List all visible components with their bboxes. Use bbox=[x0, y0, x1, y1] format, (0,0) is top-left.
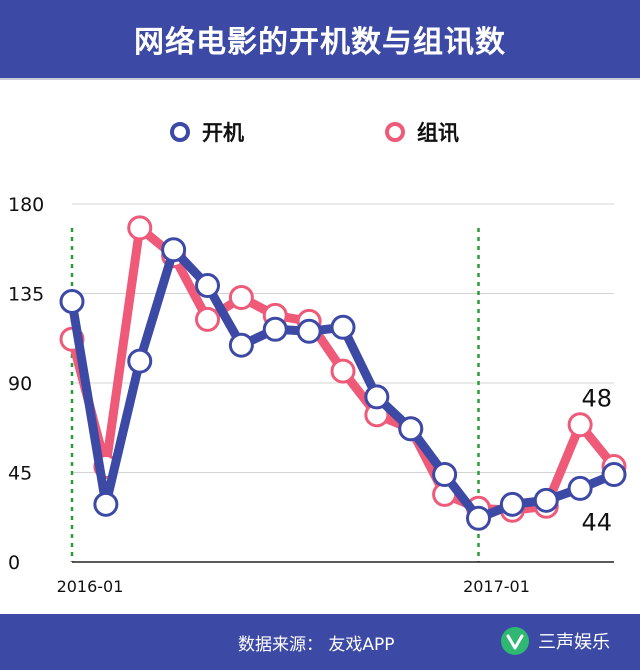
data-point-kaiji bbox=[296, 318, 322, 344]
series-layer bbox=[59, 215, 627, 531]
data-point-kaiji bbox=[398, 416, 424, 442]
y-tick-label: 90 bbox=[8, 373, 32, 395]
data-point-kaiji bbox=[364, 384, 390, 410]
data-point-kaiji bbox=[262, 316, 288, 342]
y-tick-label: 45 bbox=[8, 463, 32, 485]
data-point-kaiji bbox=[601, 461, 627, 487]
y-tick-label: 0 bbox=[8, 552, 20, 574]
legend-marker bbox=[385, 122, 405, 142]
legend-label: 开机 bbox=[202, 121, 244, 145]
year-divider-lines bbox=[70, 228, 480, 562]
data-point-zuxun bbox=[228, 284, 254, 310]
data-point-zuxun bbox=[195, 306, 220, 332]
data-point-kaiji bbox=[432, 461, 458, 487]
data-point-kaiji bbox=[93, 491, 119, 517]
data-point-kaiji bbox=[466, 505, 491, 531]
legend-item: 开机 bbox=[170, 121, 244, 145]
data-point-kaiji bbox=[195, 273, 220, 299]
series-line-kaiji bbox=[67, 245, 619, 523]
labels-layer: 48 44 bbox=[581, 385, 612, 537]
y-tick-label: 135 bbox=[8, 284, 44, 306]
data-point-kaiji bbox=[533, 487, 559, 513]
data-point-kaiji bbox=[228, 332, 254, 358]
data-point-zuxun bbox=[330, 358, 356, 384]
chart-title-banner: 网络电影的开机数与组讯数 bbox=[0, 0, 640, 78]
brand-logo-icon bbox=[501, 627, 529, 655]
legend-item: 组讯 bbox=[385, 121, 459, 145]
end-value-label: 48 bbox=[581, 385, 612, 413]
legend-marker bbox=[170, 122, 190, 142]
axes: 0 45 90 135 180 2016-01 2017-01 bbox=[8, 194, 614, 596]
x-tick-label: 2016-01 bbox=[57, 577, 124, 596]
data-point-kaiji bbox=[59, 288, 85, 314]
data-source-text: 数据来源： 友戏APP bbox=[238, 635, 395, 655]
brand-name: 三声娱乐 bbox=[538, 632, 610, 653]
data-point-kaiji bbox=[330, 314, 356, 340]
data-point-kaiji bbox=[499, 491, 525, 517]
header-divider bbox=[0, 78, 640, 80]
chart-title: 网络电影的开机数与组讯数 bbox=[134, 25, 506, 60]
data-point-zuxun bbox=[567, 412, 593, 438]
brand: 三声娱乐 bbox=[500, 626, 610, 656]
data-point-kaiji bbox=[161, 237, 187, 263]
data-point-kaiji bbox=[127, 348, 153, 374]
data-point-zuxun bbox=[127, 215, 153, 241]
line-chart: 0 45 90 135 180 2016-01 2017-01 开机 组讯 48 44 bbox=[8, 121, 627, 596]
legend-label: 组讯 bbox=[417, 121, 459, 145]
data-point-kaiji bbox=[567, 475, 593, 501]
x-tick-label: 2017-01 bbox=[463, 577, 530, 596]
legend: 开机 组讯 bbox=[170, 121, 459, 145]
end-value-label: 44 bbox=[581, 508, 612, 536]
footer-bar: 数据来源： 友戏APP 三声娱乐 bbox=[0, 614, 640, 670]
y-tick-label: 180 bbox=[8, 194, 44, 216]
